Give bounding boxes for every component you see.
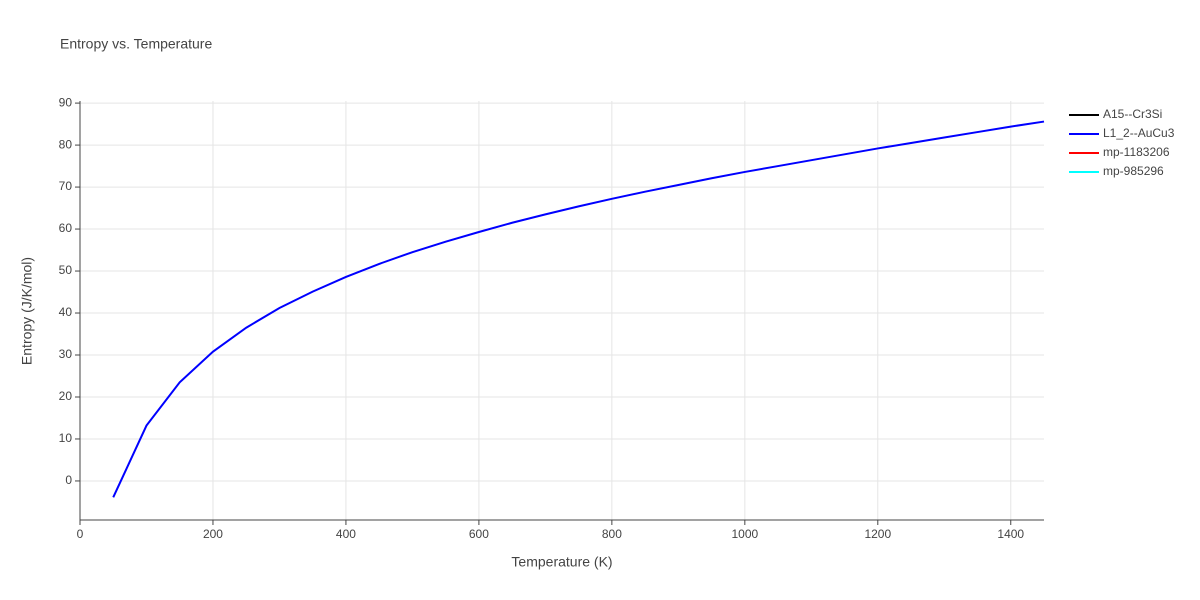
chart-title: Entropy vs. Temperature — [60, 36, 212, 52]
series-line — [112, 120, 1045, 498]
x-axis-label: Temperature (K) — [511, 554, 612, 570]
x-tick-label: 600 — [469, 527, 489, 541]
y-tick-label: 30 — [59, 347, 73, 361]
y-tick-label: 0 — [65, 473, 72, 487]
legend-label: mp-1183206 — [1103, 145, 1170, 159]
y-tick-label: 50 — [59, 263, 73, 277]
x-tick-label: 200 — [203, 527, 223, 541]
x-tick-label: 400 — [336, 527, 356, 541]
y-tick-label: 70 — [59, 179, 73, 193]
x-tick-label: 800 — [602, 527, 622, 541]
x-tick-label: 1400 — [997, 527, 1024, 541]
y-tick-label: 60 — [59, 221, 73, 235]
legend-label: mp-985296 — [1103, 164, 1164, 178]
y-tick-label: 10 — [59, 431, 73, 445]
legend-label: L1_2--AuCu3 — [1103, 126, 1175, 140]
y-tick-label: 80 — [59, 137, 73, 151]
legend-label: A15--Cr3Si — [1103, 107, 1162, 121]
y-tick-label: 90 — [59, 95, 73, 109]
y-tick-label: 40 — [59, 305, 73, 319]
x-tick-label: 1200 — [864, 527, 891, 541]
y-tick-label: 20 — [59, 389, 73, 403]
x-tick-label: 1000 — [731, 527, 758, 541]
y-axis-label: Entropy (J/K/mol) — [19, 257, 35, 365]
x-tick-label: 0 — [77, 527, 84, 541]
